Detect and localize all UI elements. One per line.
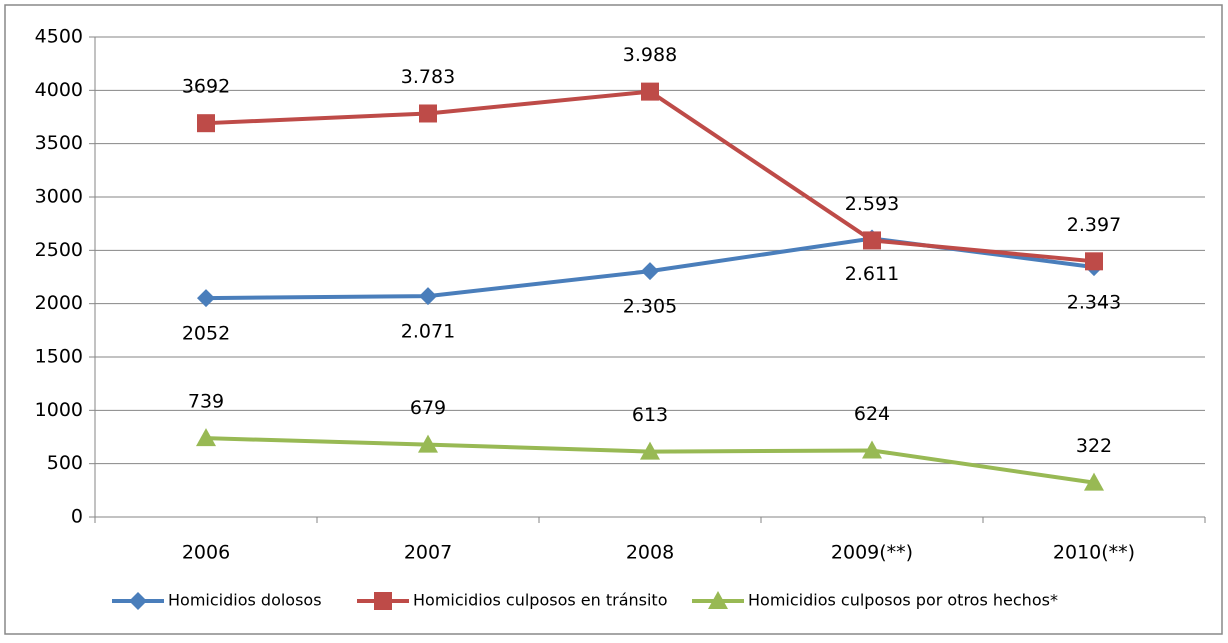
point-marker	[1085, 252, 1103, 271]
y-tick-label: 4500	[35, 26, 83, 48]
legend: Homicidios dolosos Homicidios culposos en…	[112, 591, 1058, 610]
data-label: 2052	[182, 323, 230, 345]
legend-label: Homicidios culposos por otros hechos*	[748, 591, 1058, 610]
point-marker	[419, 104, 437, 123]
point-marker	[419, 287, 437, 306]
point-marker	[641, 82, 659, 101]
data-label: 2.611	[845, 263, 899, 285]
x-tick-label: 2007	[404, 542, 452, 564]
legend-marker	[129, 592, 147, 610]
y-tick-label: 0	[71, 506, 83, 528]
chart-frame	[4, 4, 1223, 635]
data-label: 624	[854, 403, 890, 425]
y-tick-label: 500	[47, 452, 83, 474]
legend-marker	[708, 591, 728, 609]
data-label: 3.988	[623, 44, 677, 66]
data-label: 2.343	[1067, 292, 1121, 314]
point-marker	[197, 114, 215, 133]
point-marker	[863, 231, 881, 250]
x-tick-label: 2006	[182, 542, 230, 564]
data-label: 2.305	[623, 296, 677, 318]
point-marker	[1084, 472, 1104, 491]
y-tick-label: 1000	[35, 399, 83, 421]
data-label: 2.397	[1067, 214, 1121, 236]
legend-label: Homicidios dolosos	[168, 591, 322, 610]
x-tick-label: 2008	[626, 542, 674, 564]
y-tick-label: 3500	[35, 132, 83, 154]
legend-label: Homicidios culposos en tránsito	[413, 591, 668, 610]
point-marker	[862, 440, 882, 459]
point-marker	[418, 434, 438, 453]
y-tick-label: 1500	[35, 346, 83, 368]
x-tick-label: 2009(**)	[831, 542, 913, 564]
data-label: 739	[188, 391, 224, 413]
point-marker	[640, 441, 660, 460]
data-label: 613	[632, 404, 668, 426]
data-label: 322	[1076, 435, 1112, 457]
data-label: 679	[410, 397, 446, 419]
data-label: 2.071	[401, 321, 455, 343]
y-tick-label: 4000	[35, 79, 83, 101]
y-tick-label: 3000	[35, 186, 83, 208]
data-label: 3692	[182, 76, 230, 98]
x-tick-label: 2010(**)	[1053, 542, 1135, 564]
point-marker	[197, 289, 215, 308]
y-tick-label: 2500	[35, 239, 83, 261]
data-label: 2.593	[845, 193, 899, 215]
point-marker	[641, 262, 659, 281]
data-label: 3.783	[401, 66, 455, 88]
legend-marker	[374, 592, 392, 610]
y-tick-label: 2000	[35, 292, 83, 314]
point-marker	[196, 428, 216, 447]
